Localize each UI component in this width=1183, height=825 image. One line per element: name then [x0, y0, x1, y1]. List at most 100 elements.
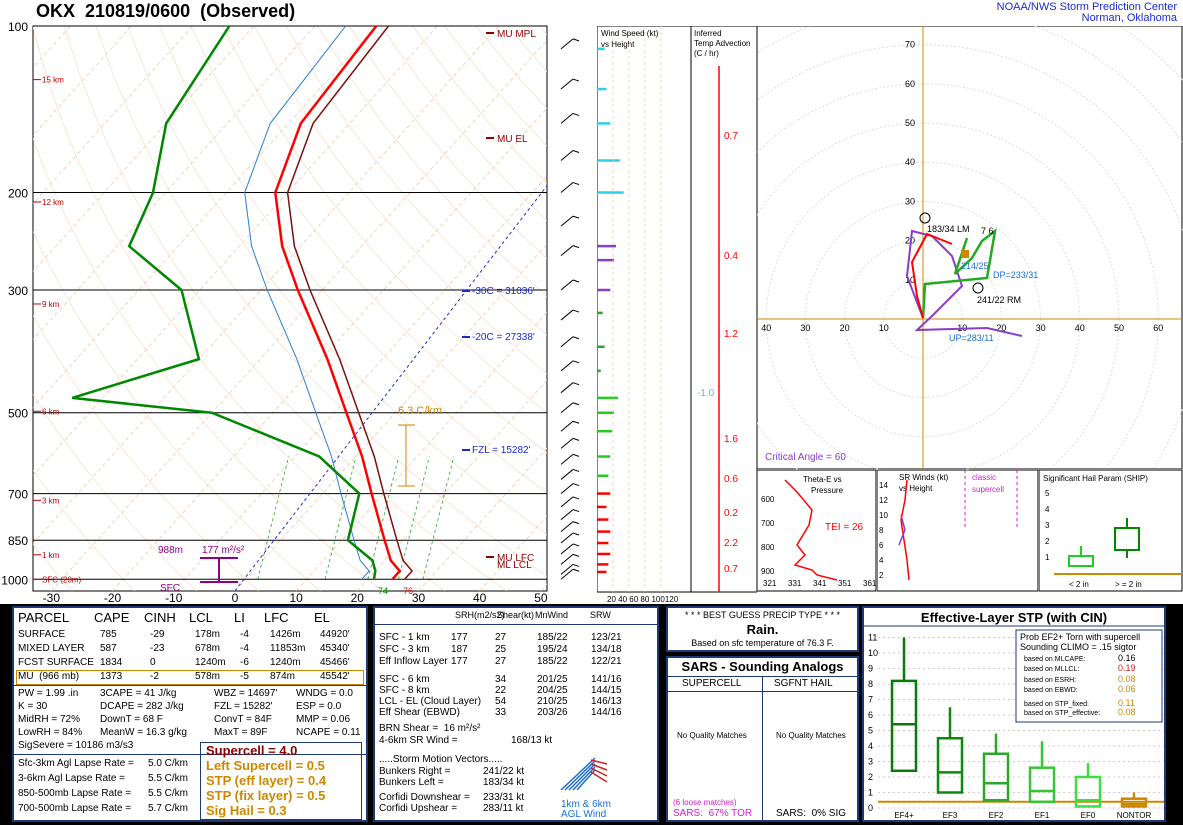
stp-prob-sub: Sounding CLIMO = .15 sigtor — [1020, 642, 1136, 652]
isotherm — [295, 311, 547, 591]
parcel-cell: 45466' — [320, 657, 350, 668]
kin-cell: 54 — [495, 696, 507, 707]
parcel-cell: 587 — [100, 643, 117, 654]
wind-speed-title: Wind Speed (kt) — [601, 29, 659, 38]
wind-barb — [560, 568, 574, 580]
motion-label: Corfidi Upshear = — [379, 803, 458, 814]
analogs-panel: SARS - Sounding Analogs SUPERCELL SGFNT … — [666, 656, 859, 822]
dry-adiabat — [317, 26, 547, 297]
stp-ytick: 8 — [868, 679, 873, 689]
storm-barbs-icon — [560, 757, 608, 791]
hodo-tick: 50 — [1114, 323, 1124, 333]
temp-adv-title-1: Inferred — [694, 29, 722, 38]
wind-barb — [560, 279, 574, 291]
srh-value: 177 m²/s² — [202, 545, 245, 556]
sr-title-2: vs Height — [899, 484, 933, 493]
sr-ytick: 4 — [879, 556, 884, 565]
parcel-cell: 45542' — [320, 671, 350, 682]
kin-cell: 123/21 — [591, 632, 622, 643]
isotherm — [33, 26, 499, 545]
kin-cell: 185/22 — [537, 632, 568, 643]
dry-adiabat — [222, 26, 547, 414]
analogs-sars-sig: SARS: 0% SIG — [776, 808, 847, 819]
parcel-cell: 0 — [150, 657, 156, 668]
hodograph: 5040302010102030405060708010203040506070… — [757, 26, 1183, 470]
theta-ytick: 600 — [761, 495, 775, 504]
temp-adv-title-2: Temp Advection — [694, 39, 750, 48]
parcel-cell: 578m — [195, 671, 221, 682]
isotherm — [418, 447, 547, 591]
wind-barb — [560, 532, 574, 544]
parcel-stat: PW = 1.99 .in — [18, 688, 79, 699]
hodo-ring-label: 10 — [905, 275, 915, 285]
wind-barb — [560, 113, 574, 124]
theta-title-2: Pressure — [811, 486, 844, 495]
sr-profile — [900, 479, 910, 581]
kinematic-panel: SRH(m2/s2) Shear(kt) MnWind SRW SFC - 1 km 17… — [373, 606, 659, 822]
parcel-cell: 874m — [270, 671, 296, 682]
hodo-ring-label: 50 — [905, 118, 915, 128]
isotherm — [33, 26, 438, 477]
parcel-header: PARCEL — [18, 610, 70, 625]
stp-ytick: 9 — [868, 664, 873, 674]
minus20-label: -20C = 27338' — [472, 332, 535, 343]
wind-barb — [560, 182, 574, 193]
wind-barb — [560, 509, 574, 520]
parcel-stat: MeanW = 16.3 g/kg — [100, 727, 187, 738]
kin-cell: 144/15 — [591, 685, 622, 696]
stp-ytick: 0 — [868, 803, 873, 813]
height-label: 9 km — [42, 300, 60, 309]
dry-adiabat — [33, 137, 383, 591]
ship-ytick: 2 — [1045, 537, 1050, 546]
hodo-tick: 20 — [996, 323, 1006, 333]
hodo-label-rm: 241/22 RM — [977, 295, 1021, 305]
lapse-label: 700-500mb Lapse Rate = — [18, 803, 132, 814]
parcel-highlight — [16, 670, 364, 685]
pressure-label: 1000 — [1, 573, 28, 587]
parcel-cell: -4 — [240, 643, 249, 654]
kin-row-label: SFC - 8 km — [379, 685, 430, 696]
precip-note: Based on sfc temperature of 76.3 F. — [691, 638, 834, 648]
lapse-label: 3-6km Agl Lapse Rate = — [18, 773, 126, 784]
stp-prob-label: based on EBWD: — [1024, 687, 1078, 694]
mu-mpl-label: MU MPL — [497, 29, 536, 40]
kin-cell: 187 — [451, 644, 468, 655]
dry-adiabat — [158, 26, 547, 494]
kin-cell: 141/16 — [591, 674, 622, 685]
sigsevere: SigSevere = 10186 m3/s3 — [18, 740, 134, 751]
sr-label-2: supercell — [972, 485, 1004, 494]
sr-label-1: classic — [972, 473, 996, 482]
wind-barb — [560, 496, 574, 508]
sr-title-1: SR Winds (kt) — [899, 473, 949, 482]
wind-speed-panel: Wind Speed (kt) vs Height 20 40 60 80 10… — [597, 26, 691, 604]
hodo-ring-label: 60 — [905, 79, 915, 89]
stp-title: Effective-Layer STP (with CIN) — [921, 610, 1107, 625]
temp-tick: -20 — [104, 591, 122, 604]
motion-value: 241/22 kt — [483, 766, 525, 777]
isotherm — [0, 26, 9, 591]
sfc-label: SFC — [160, 583, 180, 594]
hodo-tick: 10 — [879, 323, 889, 333]
temp-tick: 0 — [232, 591, 239, 604]
composite-index: STP (fix layer) = 0.5 — [206, 788, 326, 803]
hodo-label-dp: DP=233/31 — [993, 270, 1038, 280]
dry-adiabat — [33, 544, 73, 591]
height-label: 15 km — [42, 76, 64, 85]
srh-bracket — [200, 557, 238, 583]
composite-index: Sig Hail = 0.3 — [206, 803, 287, 818]
stp-ytick: 7 — [868, 695, 873, 705]
temp-adv-value: 0.7 — [724, 131, 738, 142]
parcel-cell: 11853m — [270, 643, 306, 654]
isotherm — [234, 243, 547, 591]
temp-adv-value: 0.7 — [724, 564, 738, 575]
motion-label: Corfidi Downshear = — [379, 792, 470, 803]
stp-prob-label: based on MLLCL: — [1024, 666, 1079, 673]
kin-header: MnWind — [535, 610, 569, 620]
lapse-label: 850-500mb Lapse Rate = — [18, 788, 132, 799]
stp-prob-label: based on STP_fixed: — [1024, 701, 1089, 708]
wind-speed-ticks: 20 40 60 80 100120 — [607, 595, 679, 604]
kin-row-label: SFC - 1 km — [379, 632, 430, 643]
stp-prob-value: 0.16 — [1118, 653, 1136, 663]
dry-adiabat — [349, 26, 547, 259]
parcel-cell: 1240m — [195, 657, 226, 668]
